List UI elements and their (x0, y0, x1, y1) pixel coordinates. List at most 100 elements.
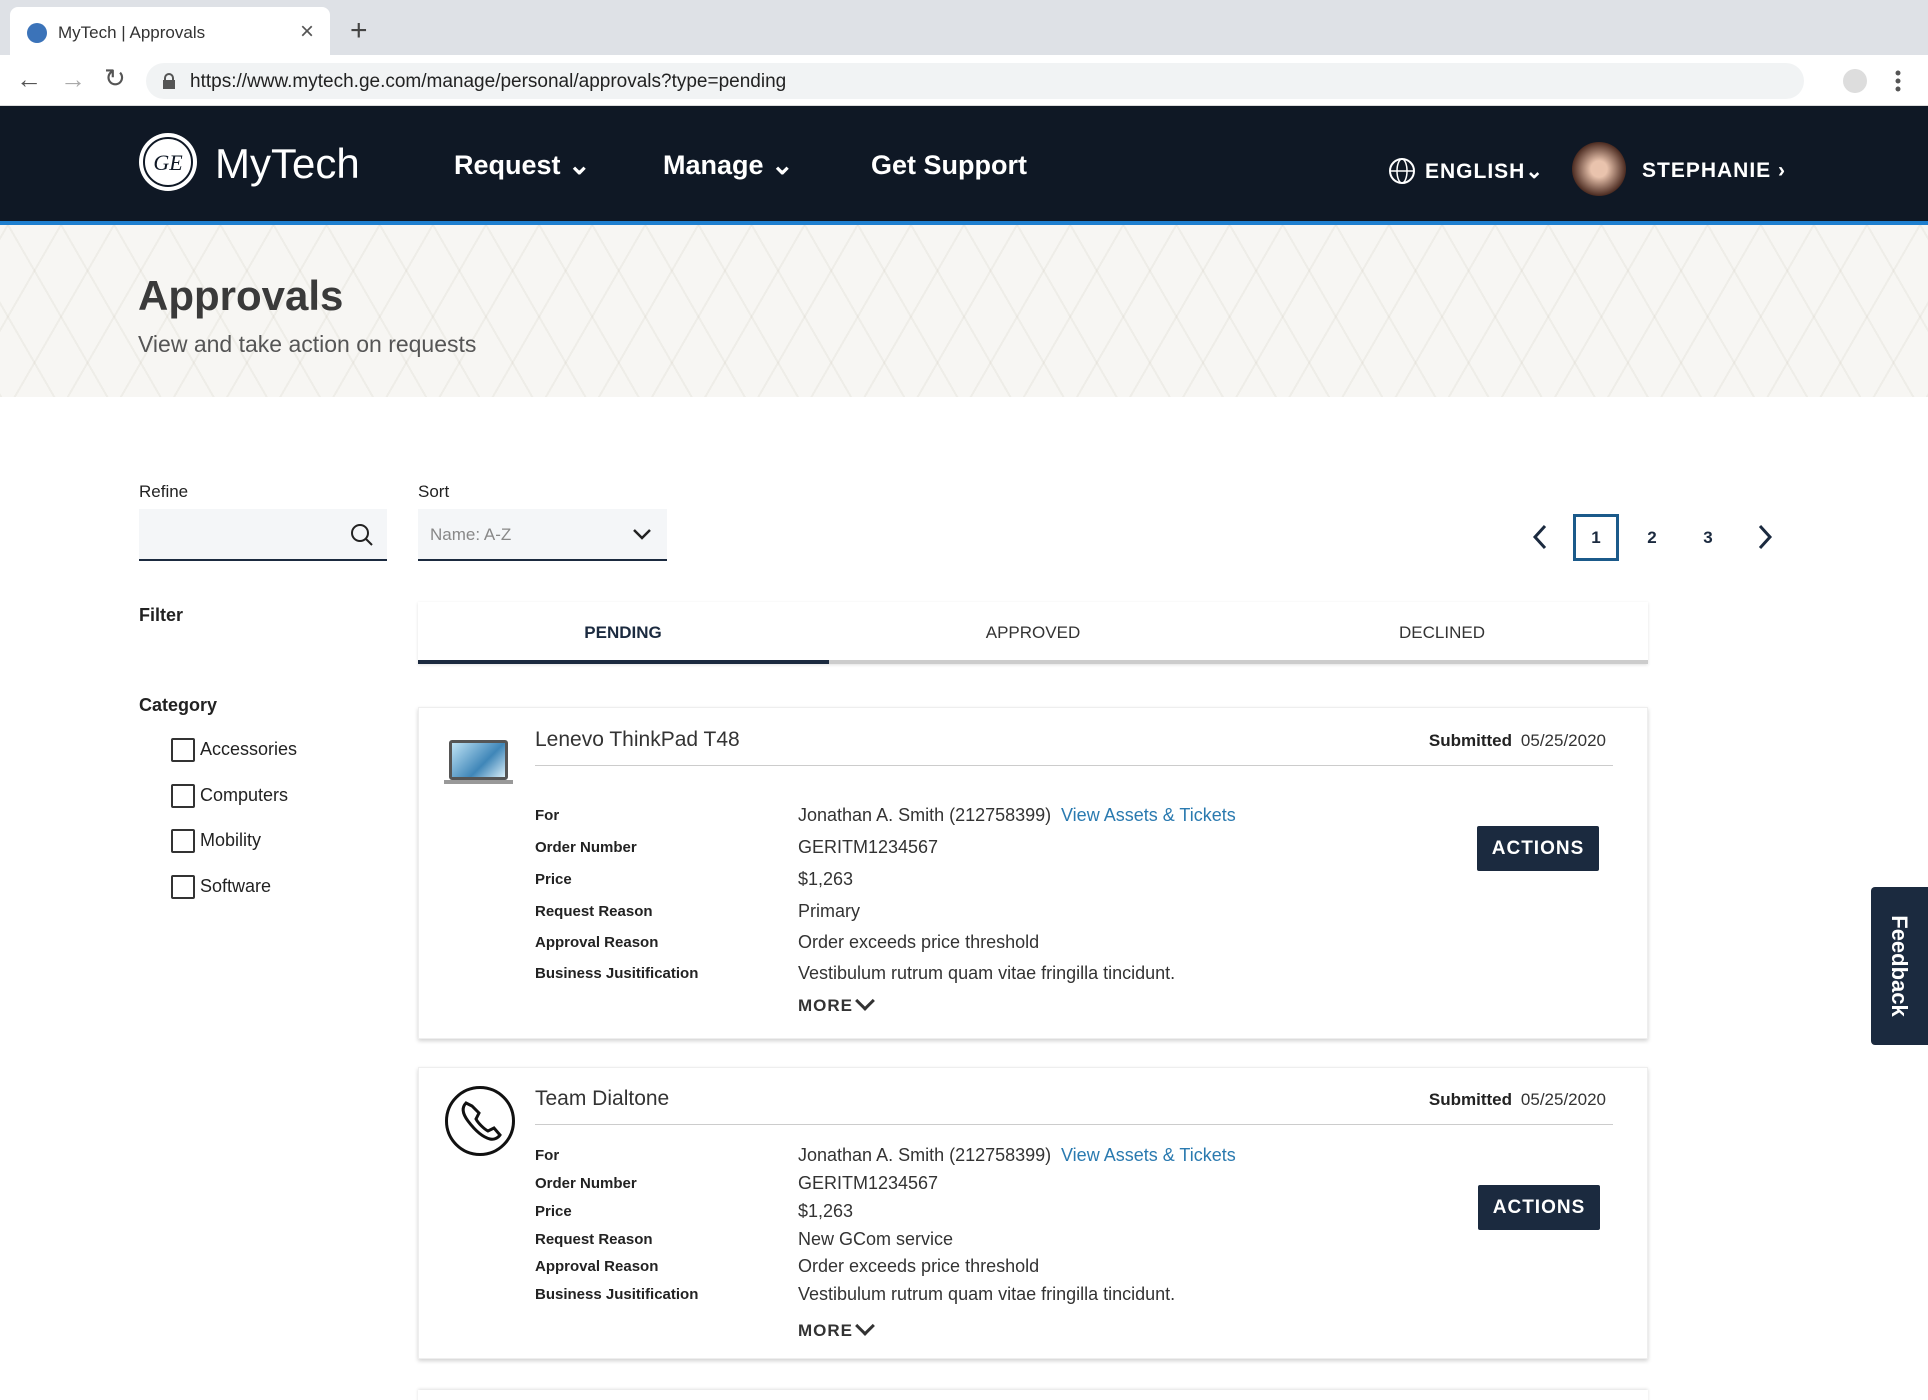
field-label: For (535, 807, 560, 824)
field-label: Order Number (535, 839, 637, 856)
field-label: Approval Reason (535, 934, 659, 951)
sort-chevron (633, 529, 651, 540)
page-next[interactable] (1755, 523, 1775, 551)
field-label: Business Jusitification (535, 1286, 699, 1303)
user-name: STEPHANIE (1642, 159, 1772, 182)
field-label: Request Reason (535, 1231, 653, 1248)
field-label: Request Reason (535, 903, 653, 920)
checkbox[interactable] (171, 738, 195, 762)
language-select[interactable]: ENGLISH⌄ (1425, 160, 1544, 183)
phone-glyph (461, 1101, 502, 1141)
globe-icon (1389, 158, 1415, 184)
page-prev[interactable] (1530, 523, 1550, 551)
approval-card (418, 707, 1648, 1039)
sort-label: Sort (418, 482, 450, 501)
brand[interactable]: MyTech (215, 140, 360, 187)
tab[interactable]: DECLINED (1399, 623, 1485, 642)
tab[interactable]: PENDING (584, 623, 662, 642)
nav-label: Manage (663, 150, 764, 180)
url: https://www.mytech.ge.com/manage/persona… (190, 71, 787, 92)
field-value: $1,263 (798, 869, 854, 889)
field-label: Price (535, 871, 572, 888)
language: ENGLISH (1425, 160, 1526, 183)
nav-request[interactable]: Request ⌄ (454, 150, 591, 180)
field-value: Jonathan A. Smith (212758399) (798, 1145, 1052, 1165)
submitted-date: 05/25/2020 (1520, 1090, 1606, 1109)
avatar[interactable] (1571, 141, 1627, 197)
actions-button[interactable]: ACTIONS (1477, 826, 1599, 871)
sort-value: Name: A-Z (430, 525, 512, 544)
category-title: Category (139, 695, 218, 715)
checkbox[interactable] (171, 875, 195, 899)
tab[interactable]: APPROVED (985, 623, 1081, 642)
field-value: Jonathan A. Smith (212758399) (798, 805, 1052, 825)
next-card (418, 1390, 1648, 1400)
refine-input[interactable] (139, 509, 387, 561)
more-toggle[interactable]: MORE (798, 996, 853, 1015)
hero (0, 225, 1928, 397)
field-value: $1,263 (798, 1201, 854, 1221)
laptop-icon (449, 740, 508, 780)
field-label: Order Number (535, 1175, 637, 1192)
page-button[interactable]: 1 (1573, 514, 1619, 561)
page-button[interactable]: 2 (1647, 527, 1657, 547)
feedback-label: Feedback (1887, 915, 1912, 1017)
field-label: For (535, 1147, 560, 1164)
field-value: Vestibulum rutrum quam vitae fringilla t… (798, 963, 1176, 983)
tab-close[interactable]: × (300, 18, 315, 45)
category-label: Computers (200, 785, 289, 805)
lock-icon (163, 73, 175, 89)
assets-link[interactable]: View Assets & Tickets (1061, 805, 1236, 825)
page-button[interactable]: 3 (1703, 527, 1713, 547)
user-menu[interactable]: STEPHANIE › (1642, 159, 1787, 182)
category-label: Software (200, 876, 272, 896)
laptop-base (444, 780, 513, 784)
assets-link[interactable]: View Assets & Tickets (1061, 1145, 1236, 1165)
forward-button[interactable]: → (60, 64, 86, 94)
more-toggle[interactable]: MORE (798, 1321, 853, 1340)
field-label: Price (535, 1203, 572, 1220)
actions-button[interactable]: ACTIONS (1478, 1185, 1600, 1230)
field-value: GERITM1234567 (798, 837, 939, 857)
card-divider (535, 1124, 1613, 1125)
field-value: New GCom service (798, 1229, 954, 1249)
active-tab-indicator (418, 660, 829, 664)
search-icon[interactable] (350, 523, 374, 547)
new-tab[interactable]: + (350, 14, 368, 47)
browser-menu[interactable] (1840, 67, 1920, 95)
field-value: Order exceeds price threshold (798, 932, 1040, 952)
submitted-label: Submitted (1428, 1090, 1512, 1109)
sort-select[interactable] (418, 509, 667, 561)
field-value: Order exceeds price threshold (798, 1256, 1040, 1276)
tab-title: MyTech | Approvals (58, 23, 206, 42)
approval-card (418, 1067, 1648, 1359)
tab-bar (418, 602, 1648, 664)
feedback-tab[interactable] (1871, 887, 1928, 1045)
checkbox[interactable] (171, 784, 195, 808)
card-title: Lenevo ThinkPad T48 (535, 728, 740, 751)
reload-button[interactable]: ↻ (104, 63, 126, 93)
checkbox[interactable] (171, 829, 195, 853)
field-value: Vestibulum rutrum quam vitae fringilla t… (798, 1284, 1176, 1304)
card-divider (535, 765, 1613, 766)
nav-support[interactable]: Get Support (871, 150, 1027, 180)
submitted-date: 05/25/2020 (1520, 731, 1606, 750)
submitted-label: Submitted (1428, 731, 1512, 750)
page-subtitle: View and take action on requests (138, 331, 477, 357)
card-title: Team Dialtone (535, 1087, 670, 1110)
address-bar[interactable] (146, 63, 1804, 99)
favicon (27, 23, 47, 43)
field-value: Primary (798, 901, 860, 921)
nav-label: Request (454, 150, 561, 180)
field-label: Business Jusitification (535, 965, 699, 982)
back-button[interactable]: ← (16, 64, 42, 94)
nav-manage[interactable]: Manage ⌄ (663, 150, 794, 180)
page-title: Approvals (138, 272, 344, 319)
ge-logo[interactable]: GE (138, 132, 198, 192)
nav-accent (0, 221, 1928, 225)
category-label: Accessories (200, 739, 298, 759)
filter-title: Filter (139, 605, 184, 625)
field-value: GERITM1234567 (798, 1173, 939, 1193)
browser-tab[interactable] (10, 7, 330, 55)
